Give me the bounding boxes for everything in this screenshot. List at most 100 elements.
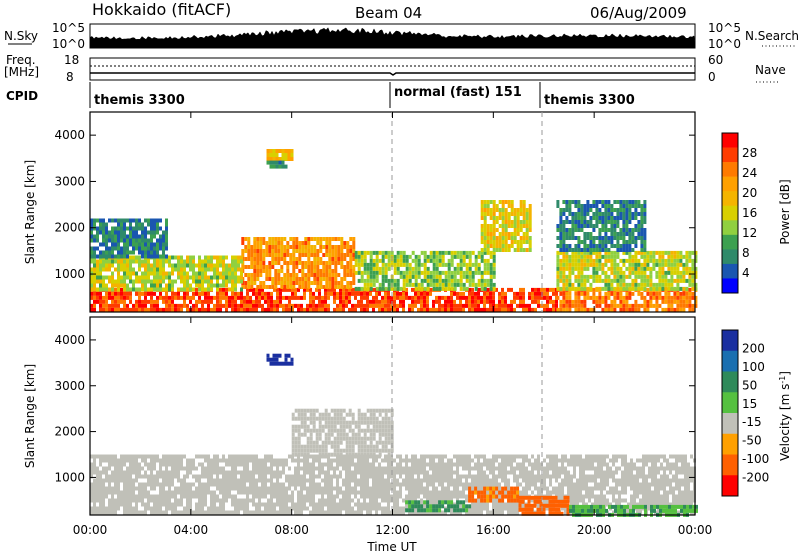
heatmap-cell bbox=[120, 498, 123, 503]
heatmap-cell bbox=[480, 286, 484, 291]
heatmap-cell bbox=[474, 258, 478, 263]
heatmap-cell bbox=[676, 291, 680, 296]
heatmap-cell bbox=[207, 474, 210, 479]
heatmap-cell bbox=[441, 282, 445, 287]
heatmap-cell bbox=[228, 474, 231, 479]
heatmap-cell bbox=[447, 490, 450, 495]
heatmap-cell bbox=[405, 287, 408, 292]
heatmap-cell bbox=[135, 498, 138, 503]
heatmap-cell bbox=[177, 263, 180, 268]
heatmap-cell bbox=[525, 236, 529, 240]
heatmap-cell bbox=[277, 273, 281, 277]
heatmap-cell bbox=[381, 303, 384, 308]
heatmap-cell bbox=[243, 299, 246, 304]
heatmap-cell bbox=[225, 299, 228, 304]
heatmap-cell bbox=[616, 254, 620, 259]
heatmap-cell bbox=[468, 270, 472, 275]
heatmap-cell bbox=[682, 274, 686, 279]
heatmap-cell bbox=[423, 270, 427, 275]
heatmap-cell bbox=[580, 270, 584, 275]
heatmap-cell bbox=[222, 502, 225, 507]
heatmap-cell bbox=[510, 307, 513, 312]
heatmap-cell bbox=[273, 458, 276, 463]
heatmap-cell bbox=[99, 478, 102, 483]
heatmap-cell bbox=[622, 208, 626, 212]
heatmap-cell bbox=[330, 287, 333, 292]
heatmap-cell bbox=[489, 216, 493, 220]
heatmap-cell bbox=[174, 498, 177, 503]
heatmap-cell bbox=[108, 486, 111, 491]
heatmap-cell bbox=[604, 232, 608, 236]
heatmap-cell bbox=[295, 281, 299, 285]
heatmap-cell bbox=[462, 494, 465, 499]
heatmap-cell bbox=[378, 307, 381, 312]
heatmap-cell bbox=[333, 506, 336, 511]
heatmap-cell bbox=[411, 287, 414, 292]
heatmap-cell bbox=[259, 269, 263, 273]
heatmap-cell bbox=[372, 258, 376, 263]
heatmap-cell bbox=[616, 266, 620, 271]
heatmap-cell bbox=[307, 261, 311, 265]
heatmap-cell bbox=[378, 258, 382, 263]
heatmap-cell bbox=[192, 271, 195, 276]
heatmap-cell bbox=[616, 262, 620, 267]
heatmap-cell bbox=[384, 274, 388, 279]
heatmap-cell bbox=[277, 249, 281, 253]
heatmap-cell bbox=[216, 259, 219, 264]
heatmap-cell bbox=[240, 470, 243, 475]
heatmap-cell bbox=[156, 226, 159, 231]
heatmap-cell bbox=[426, 482, 429, 487]
heatmap-cell bbox=[237, 490, 240, 495]
heatmap-cell bbox=[117, 502, 120, 507]
heatmap-cell bbox=[114, 462, 117, 467]
heatmap-cell bbox=[325, 253, 329, 257]
heatmap-cell bbox=[201, 482, 204, 487]
heatmap-cell bbox=[252, 287, 255, 292]
heatmap-cell bbox=[616, 278, 620, 283]
heatmap-cell bbox=[192, 287, 195, 292]
heatmap-cell bbox=[315, 506, 318, 511]
heatmap-cell bbox=[159, 506, 162, 511]
heatmap-cell bbox=[562, 307, 566, 312]
heatmap-cell bbox=[336, 490, 339, 495]
heatmap-cell bbox=[420, 291, 423, 296]
heatmap-cell bbox=[601, 254, 605, 259]
heatmap-cell bbox=[577, 212, 581, 216]
heatmap-cell bbox=[607, 208, 611, 212]
heatmap-cell bbox=[295, 277, 299, 281]
heatmap-cell bbox=[378, 470, 381, 475]
heatmap-cell bbox=[366, 510, 369, 515]
heatmap-cell bbox=[273, 502, 276, 507]
heatmap-cell bbox=[667, 278, 671, 283]
heatmap-cell bbox=[123, 474, 126, 479]
heatmap-cell bbox=[279, 299, 282, 304]
heatmap-cell bbox=[685, 270, 689, 275]
heatmap-cell bbox=[153, 222, 156, 227]
heatmap-cell bbox=[123, 283, 126, 288]
heatmap-cell bbox=[216, 474, 219, 479]
heatmap-cell bbox=[234, 271, 237, 276]
heatmap-cell bbox=[390, 295, 393, 300]
heatmap-cell bbox=[459, 502, 462, 507]
heatmap-cell bbox=[354, 286, 358, 291]
heatmap-cell bbox=[286, 269, 290, 273]
heatmap-cell bbox=[153, 494, 156, 499]
heatmap-cell bbox=[144, 254, 147, 259]
heatmap-cell bbox=[132, 486, 135, 491]
heatmap-cell bbox=[414, 299, 417, 304]
heatmap-cell bbox=[345, 291, 348, 296]
heatmap-cell bbox=[649, 274, 653, 279]
heatmap-cell bbox=[414, 266, 418, 271]
heatmap-cell bbox=[274, 269, 278, 273]
heatmap-cell bbox=[363, 295, 366, 300]
heatmap-cell bbox=[471, 274, 475, 279]
heatmap-cell bbox=[387, 510, 390, 515]
heatmap-cell bbox=[562, 208, 566, 212]
heatmap-cell bbox=[186, 271, 189, 276]
heatmap-cell bbox=[513, 307, 516, 312]
heatmap-cell bbox=[459, 266, 463, 271]
heatmap-cell bbox=[501, 216, 505, 220]
heatmap-cell bbox=[207, 287, 210, 292]
heatmap-cell bbox=[679, 286, 683, 291]
heatmap-cell bbox=[111, 498, 114, 503]
